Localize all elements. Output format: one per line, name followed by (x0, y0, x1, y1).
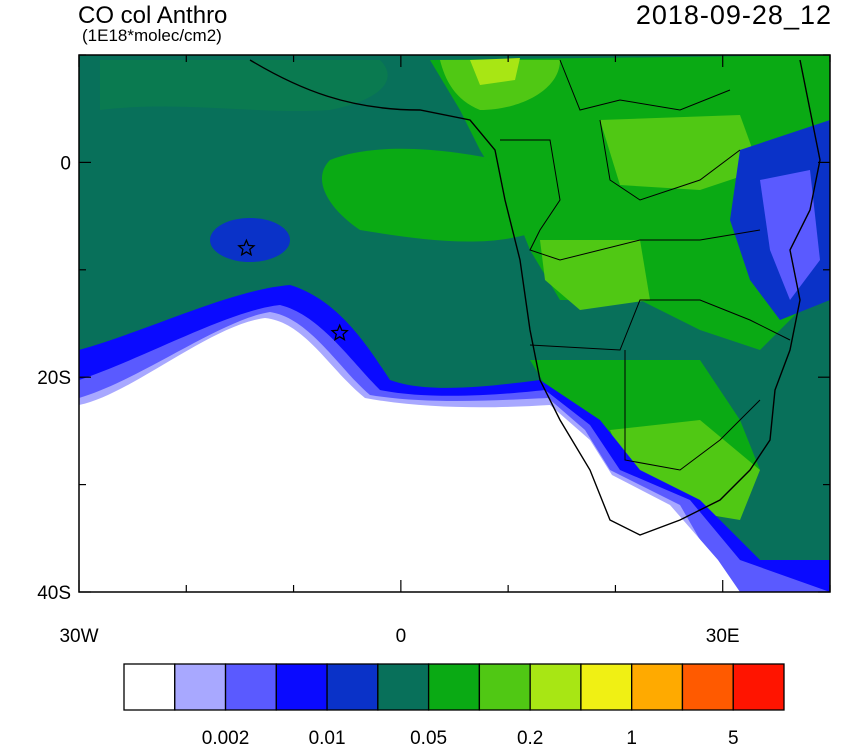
y-tick-label: 0 (60, 153, 71, 174)
colorbar-swatch (529, 663, 582, 711)
colorbar-swatch (174, 663, 227, 711)
x-tick-label: 0 (396, 626, 407, 647)
coastline (249, 59, 821, 536)
borders-4 (624, 350, 761, 471)
ocean-plume-north (100, 60, 388, 112)
colorbar-swatch (732, 663, 785, 711)
colorbar-label: 0.002 (202, 728, 250, 747)
colorbar-swatch (377, 663, 430, 711)
land-lightgreen-sa (610, 420, 760, 520)
x-tick-label: 30W (59, 626, 98, 647)
east-blue-light (760, 170, 820, 300)
map-title: CO col Anthro (78, 2, 228, 29)
colorbar-swatch (580, 663, 633, 711)
colorbar-label: 0.01 (309, 728, 346, 747)
colorbar: 0.002 0.01 0.05 0.2 1 5 (123, 663, 785, 747)
colorbar-label: 5 (728, 728, 739, 747)
y-tick-label: 20S (37, 368, 71, 389)
axis-labels: 30W 0 30E 0 20S 40S (37, 153, 739, 647)
borders-5 (559, 59, 731, 111)
land-lightgreen-east (600, 115, 760, 190)
colorbar-swatch (427, 663, 481, 711)
plot-frame (78, 54, 831, 593)
borders-2 (599, 119, 741, 201)
colorbar-swatch (123, 663, 176, 711)
colorbar-label: 0.2 (517, 728, 543, 747)
colorbar-swatch (275, 663, 328, 711)
land-yellowgreen (470, 58, 520, 85)
units-label: (1E18*molec/cm2) (82, 26, 222, 45)
land-lightgreen-west (440, 60, 560, 110)
low-region-white (79, 318, 740, 592)
colorbar-swatch (326, 663, 379, 711)
borders-1 (500, 139, 761, 261)
axis-ticks (78, 54, 831, 593)
land-lightgreen-south (540, 240, 650, 310)
star-marker (237, 238, 256, 257)
x-tick-label: 30E (706, 626, 740, 647)
colorbar-label: 1 (626, 728, 637, 747)
colorbar-swatch (631, 663, 684, 711)
ocean-blue-blob (210, 218, 290, 262)
timestamp-label: 2018-09-28_12 (635, 0, 832, 30)
map-field (79, 55, 830, 592)
colorbar-swatch (681, 663, 734, 711)
markers (237, 238, 349, 341)
colorbar-label: 0.05 (410, 728, 447, 747)
colorbar-swatch (224, 663, 277, 711)
star-marker (330, 323, 349, 341)
borders-3 (529, 299, 791, 351)
y-tick-label: 40S (37, 583, 71, 604)
ocean-plume (321, 148, 540, 242)
colorbar-swatch (478, 663, 531, 711)
